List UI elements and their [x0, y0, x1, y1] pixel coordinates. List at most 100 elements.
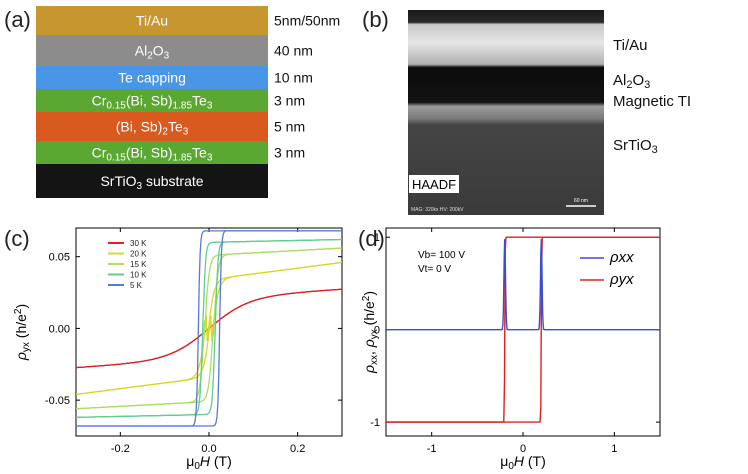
x-tick-label: -1	[427, 443, 437, 455]
legend-label: 10 K	[130, 271, 147, 280]
layer-block	[36, 141, 268, 164]
y-tick-label: 0.05	[49, 252, 70, 264]
text-part: SrTiO	[100, 173, 136, 189]
layer-name: Te capping	[118, 70, 186, 86]
series-line-down	[76, 230, 342, 427]
panel-label-b: (b)	[362, 7, 389, 32]
x-axis-label: μ0H (T)	[186, 453, 232, 472]
y-tick-label: -1	[370, 417, 380, 429]
text-part: 3	[207, 101, 213, 112]
text-part: (Bi, Sb)	[116, 119, 163, 135]
text-part: 3	[164, 51, 170, 62]
layer-thickness: 5 nm	[274, 119, 305, 135]
text-part: 3	[137, 181, 143, 192]
text-part: 1.85	[173, 101, 193, 112]
x-tick-label: 1	[611, 443, 617, 455]
text-part: Te	[192, 145, 207, 161]
text-part: 3	[183, 127, 189, 138]
text-part: substrate	[142, 173, 204, 189]
text-part: 3	[644, 79, 650, 91]
series-line-down	[75, 261, 343, 396]
panel-label-d: (d)	[358, 226, 385, 251]
x-tick-label: -0.2	[111, 443, 130, 455]
layer-thickness: 5nm/50nm	[274, 13, 340, 29]
legend-label: 20 K	[130, 250, 147, 259]
tem-image-panel: HAADF MAG: 320kx HV: 200kV 60 nm Ti/Au Al…	[408, 10, 691, 215]
text-part: Ti/Au	[136, 13, 168, 29]
y-tick-label: 0	[374, 325, 380, 337]
text-part: O	[632, 72, 644, 89]
layer-name: Al2O3	[135, 43, 170, 62]
chart-c: -0.2 0.0 0.2 -0.05 0.00 0.05 30 K 20 K15 K 10 K5…	[13, 227, 343, 472]
series-line-down	[75, 238, 342, 419]
text-part: 0.15	[106, 153, 126, 164]
layer-name: Cr0.15(Bi, Sb)1.85Te3	[92, 145, 213, 164]
tem-layer-label: Al2O3	[613, 72, 650, 91]
tem-mag-text: MAG: 320kx HV: 200kV	[411, 207, 464, 213]
layer-name: Ti/Au	[136, 13, 168, 29]
panel-label-a: (a)	[4, 7, 31, 32]
y-tick-label: 0.00	[49, 323, 70, 335]
layer-block	[36, 112, 268, 141]
layer-block	[36, 89, 268, 112]
text-part: Al	[613, 72, 626, 89]
haadf-label-box	[409, 175, 459, 193]
layer-block	[36, 6, 268, 35]
layer-thickness: 10 nm	[274, 70, 313, 86]
text-part: 2	[162, 127, 168, 138]
x-tick-label: 0	[520, 443, 526, 455]
text-part: Te	[192, 93, 207, 109]
legend-label: 15 K	[130, 260, 147, 269]
layer-block	[36, 35, 268, 66]
text-part: Magnetic TI	[613, 93, 691, 110]
layer-thickness: 3 nm	[274, 93, 305, 109]
legend-label: ρxx	[609, 249, 634, 266]
text-part: Cr	[92, 145, 107, 161]
layer-block	[36, 66, 268, 89]
legend-label: 30 K	[130, 239, 147, 248]
layer-thickness: 40 nm	[274, 43, 313, 59]
x-tick-label: 0.0	[201, 443, 216, 455]
layer-name: (Bi, Sb)2Te3	[116, 119, 189, 138]
layer-thickness: 3 nm	[274, 145, 305, 161]
tem-layer-label: Magnetic TI	[613, 93, 691, 110]
text-part: Ti/Au	[613, 37, 647, 54]
x-axis-label: μ0H (T)	[500, 453, 546, 472]
layer-block	[36, 164, 268, 198]
y-axis-label: ρyx (h/e2)	[13, 304, 32, 361]
y-tick-label: -0.05	[45, 395, 70, 407]
text-part: Al	[135, 43, 147, 59]
text-part: Te capping	[118, 70, 186, 86]
legend-label: 5 K	[130, 281, 143, 290]
tem-layer-label: SrTiO3	[613, 137, 658, 156]
text-part: 0.15	[106, 101, 126, 112]
series-line-rxx	[386, 239, 660, 331]
text-part: 3	[207, 153, 213, 164]
series-line-ryx-down	[386, 236, 660, 423]
text-part: 2	[147, 51, 153, 62]
text-part: 2	[626, 79, 632, 91]
text-part: O	[153, 43, 164, 59]
text-part: Te	[168, 119, 183, 135]
tem-layer-label: Ti/Au	[613, 37, 647, 54]
haadf-label: HAADF	[412, 177, 456, 192]
chart-d: -1 0 1 -1 0 1 Vb= 100 V Vt= 0 V ρxx ρyx μ0H (T) ρxx…	[361, 227, 661, 472]
annotation: Vb= 100 V	[418, 250, 465, 261]
layer-name: Cr0.15(Bi, Sb)1.85Te3	[92, 93, 213, 112]
y-tick-label: 1	[374, 232, 380, 244]
panel-label-c: (c)	[4, 226, 30, 251]
scale-bar-label: 60 nm	[574, 198, 588, 204]
x-tick-label: 0.2	[290, 443, 305, 455]
legend-label: ρyx	[609, 271, 634, 288]
annotation: Vt= 0 V	[418, 264, 451, 275]
layer-name: SrTiO3 substrate	[100, 173, 203, 192]
text-part: (Bi, Sb)	[126, 93, 173, 109]
series-line-down	[76, 247, 342, 410]
text-part: 3	[652, 144, 658, 156]
y-axis-label: ρxx, ρyx (h/e2)	[361, 291, 380, 374]
text-part: Cr	[92, 93, 107, 109]
text-part: SrTiO	[613, 137, 652, 154]
text-part: 1.85	[173, 153, 193, 164]
